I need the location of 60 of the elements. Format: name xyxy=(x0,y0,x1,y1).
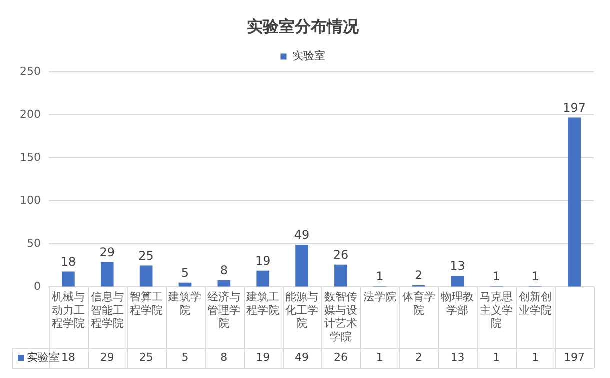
data-label: 26 xyxy=(334,350,348,364)
data-label: 1 xyxy=(376,350,384,364)
data-label: 29 xyxy=(100,350,114,364)
text: 1 xyxy=(492,269,500,284)
x-tick-label: 智算工程学院 xyxy=(130,290,163,317)
x-tick-label: 体育学院 xyxy=(402,290,436,317)
y-tick-label: 150 xyxy=(20,151,41,164)
x-tick-label: 信息与智能工程学院 xyxy=(90,290,124,330)
text: 2 xyxy=(415,268,423,283)
y-tick-label: 50 xyxy=(26,237,41,250)
data-label: 18 xyxy=(61,350,76,364)
text: 实验室 xyxy=(27,350,60,364)
data-label: 1 xyxy=(532,350,540,364)
legend-label: 实验室 xyxy=(292,50,326,63)
text: 1 xyxy=(376,269,384,284)
y-tick-label: 200 xyxy=(20,108,41,122)
text: 5 xyxy=(181,266,190,280)
y-tick-label: 0 xyxy=(34,280,41,294)
x-tick-label: 物理教学部 xyxy=(441,290,474,317)
data-label: 13 xyxy=(450,350,465,364)
x-tick-label: 创新创业学院 xyxy=(519,290,552,317)
bar xyxy=(568,118,581,287)
text: 25 xyxy=(138,248,154,263)
x-tick-label: 数智传媒与设计艺术学院 xyxy=(324,290,358,344)
x-tick-label: 能源与化工学院 xyxy=(286,290,319,330)
y-tick-label: 250 xyxy=(20,65,41,78)
text: 8 xyxy=(220,263,228,278)
text: 26 xyxy=(333,248,349,262)
text: 18 xyxy=(60,254,76,269)
data-label: 197 xyxy=(564,350,586,364)
y-tick-label: 100 xyxy=(20,194,41,208)
data-label: 19 xyxy=(256,350,270,364)
data-label: 25 xyxy=(139,350,154,364)
text: 19 xyxy=(255,254,271,268)
x-tick-label: 马克思主义学院 xyxy=(480,290,514,330)
data-label: 8 xyxy=(220,350,228,364)
text: 29 xyxy=(100,245,116,260)
x-tick-label: 法学院 xyxy=(363,290,396,304)
x-tick-label: 建筑学院 xyxy=(168,290,202,317)
text: 197 xyxy=(563,100,586,115)
data-label: 5 xyxy=(182,350,189,364)
bar xyxy=(296,245,308,287)
data-label: 1 xyxy=(493,350,500,364)
bar xyxy=(140,266,153,287)
bar xyxy=(178,282,192,287)
bar xyxy=(451,276,464,287)
x-tick-label: 机械与动力工程学院 xyxy=(52,290,85,330)
data-label: 49 xyxy=(295,350,310,364)
bar xyxy=(100,262,114,287)
bar xyxy=(218,280,231,287)
data-label: 2 xyxy=(415,350,422,364)
x-tick-label: 经济与管理学院 xyxy=(208,290,241,330)
bar xyxy=(62,272,75,287)
text: 49 xyxy=(294,228,310,242)
text: 13 xyxy=(450,259,466,274)
bar xyxy=(334,264,348,287)
chart-title: 实验室分布情况 xyxy=(247,16,360,36)
bar xyxy=(256,270,270,287)
text: 1 xyxy=(532,269,540,284)
x-tick-label: 建筑工程学院 xyxy=(246,290,280,317)
